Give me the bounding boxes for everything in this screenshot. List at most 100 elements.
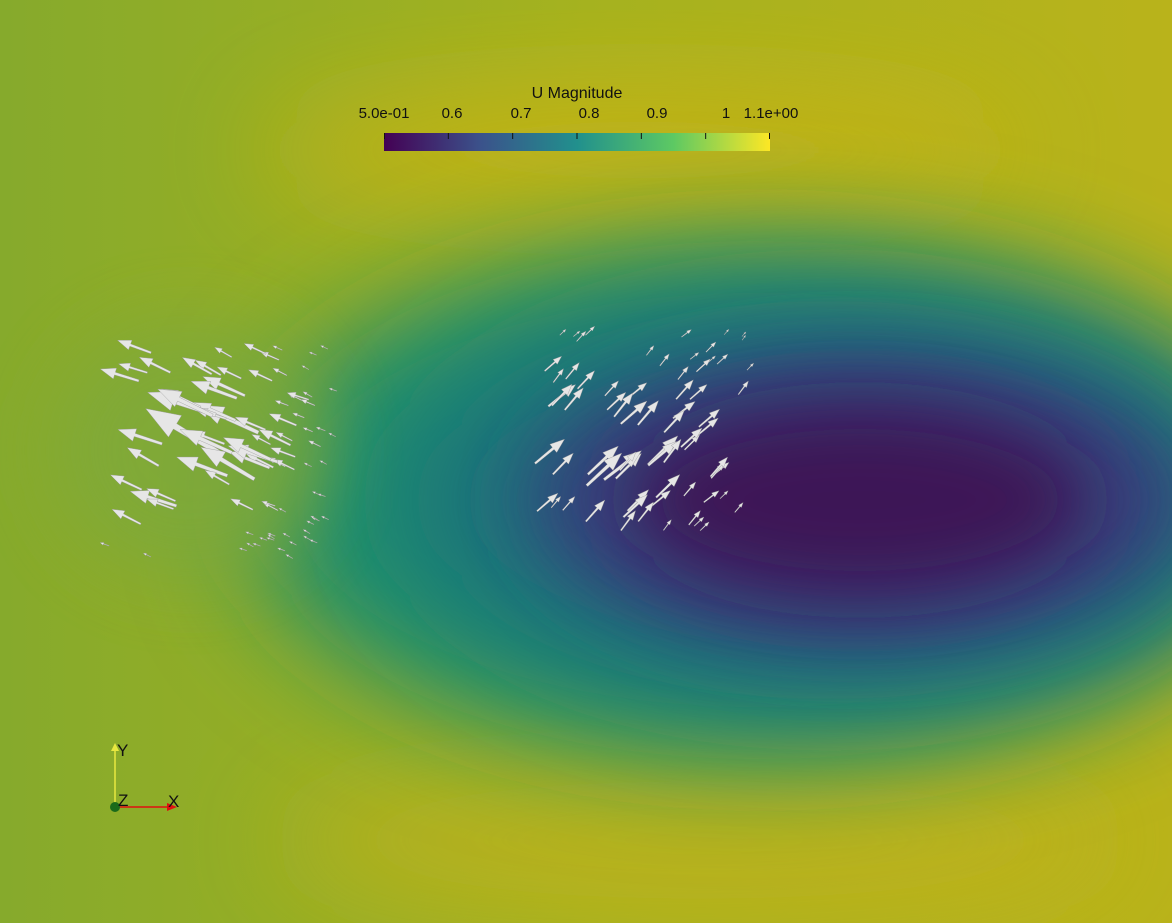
velocity-glyph xyxy=(243,343,267,355)
velocity-glyph xyxy=(659,353,670,367)
velocity-glyph xyxy=(145,488,177,503)
velocity-glyph xyxy=(689,384,708,401)
velocity-glyph xyxy=(229,498,254,511)
velocity-glyph xyxy=(645,345,655,356)
velocity-glyph xyxy=(562,496,576,511)
velocity-glyph xyxy=(275,432,293,442)
velocity-glyph xyxy=(544,355,563,372)
velocity-glyph xyxy=(675,379,694,400)
high-speed-band-bottom xyxy=(280,780,1120,900)
velocity-glyph xyxy=(99,542,110,547)
velocity-glyph xyxy=(604,380,619,397)
velocity-glyph xyxy=(585,499,606,523)
velocity-glyph xyxy=(300,399,316,407)
velocity-glyph xyxy=(278,507,287,513)
velocity-glyph xyxy=(216,366,242,380)
velocity-glyph xyxy=(689,352,700,360)
velocity-glyph xyxy=(319,345,329,350)
velocity-glyph xyxy=(244,531,254,536)
velocity-glyph xyxy=(637,501,654,523)
velocity-glyph xyxy=(585,452,623,487)
y-axis-label: Y xyxy=(117,741,129,760)
color-legend-tick: 5.0e-01 xyxy=(358,105,410,122)
velocity-glyph xyxy=(286,392,310,401)
velocity-glyph xyxy=(261,500,276,507)
velocity-glyph xyxy=(320,515,329,521)
velocity-glyph xyxy=(200,446,256,481)
velocity-glyph xyxy=(269,447,296,458)
velocity-glyph xyxy=(565,362,580,380)
velocity-glyph xyxy=(328,432,337,438)
velocity-glyph xyxy=(317,493,326,497)
velocity-glyph xyxy=(117,428,163,446)
velocity-glyph xyxy=(563,387,584,411)
velocity-glyph xyxy=(273,459,295,471)
velocity-glyph xyxy=(310,515,319,521)
velocity-glyph xyxy=(534,438,565,465)
velocity-glyph xyxy=(126,447,160,467)
velocity-glyph xyxy=(258,537,268,541)
velocity-glyph xyxy=(157,388,214,418)
velocity-glyph xyxy=(302,529,311,535)
color-legend-tick: 0.9 xyxy=(646,105,668,122)
velocity-glyph xyxy=(267,534,275,540)
velocity-glyph xyxy=(303,462,312,468)
velocity-glyph xyxy=(285,554,294,559)
velocity-glyph xyxy=(109,474,143,491)
velocity-glyph xyxy=(146,498,175,510)
velocity-glyph xyxy=(703,490,720,503)
velocity-glyph xyxy=(550,496,562,509)
velocity-glyph xyxy=(251,434,272,446)
velocity-glyph xyxy=(272,367,288,377)
velocity-glyph xyxy=(698,408,721,428)
velocity-glyph xyxy=(620,510,636,532)
velocity-glyph xyxy=(719,490,729,500)
velocity-glyph xyxy=(655,474,681,499)
velocity-glyph xyxy=(734,502,744,513)
velocity-glyph xyxy=(204,470,230,486)
color-legend-tick: 1.1e+00 xyxy=(743,105,799,122)
velocity-glyph xyxy=(585,325,596,336)
velocity-glyph xyxy=(315,427,326,432)
velocity-glyph xyxy=(319,460,328,465)
velocity-glyph xyxy=(699,521,710,532)
velocity-glyph xyxy=(693,516,705,527)
velocity-glyph xyxy=(662,519,672,531)
velocity-glyph xyxy=(677,366,689,381)
velocity-glyph xyxy=(222,437,272,462)
velocity-glyph xyxy=(619,451,637,472)
velocity-glyph xyxy=(214,346,233,358)
velocity-glyph xyxy=(302,391,313,398)
velocity-glyph xyxy=(683,434,701,451)
color-legend-title: U Magnitude xyxy=(531,85,623,102)
axes-triad xyxy=(110,743,177,812)
velocity-glyph xyxy=(709,456,728,478)
velocity-glyph xyxy=(741,334,747,341)
velocity-glyph xyxy=(576,330,587,342)
velocity-glyph xyxy=(234,416,267,431)
velocity-glyph xyxy=(328,388,338,392)
velocity-glyph xyxy=(552,452,574,476)
velocity-glyph xyxy=(238,547,248,552)
velocity-glyph xyxy=(272,345,283,351)
velocity-glyph xyxy=(258,429,292,447)
velocity-glyph xyxy=(606,392,627,411)
velocity-glyph xyxy=(282,532,291,538)
velocity-glyph xyxy=(190,381,238,400)
velocity-glyph xyxy=(117,362,148,374)
velocity-glyph xyxy=(681,329,692,338)
color-legend-bar xyxy=(384,133,770,151)
velocity-glyph xyxy=(683,481,697,497)
velocity-glyph xyxy=(99,367,140,383)
velocity-glyph xyxy=(551,383,573,407)
velocity-glyph xyxy=(741,331,747,337)
velocity-glyph xyxy=(552,368,564,383)
velocity-glyph xyxy=(276,547,286,552)
velocity-glyph xyxy=(309,539,318,544)
velocity-glyph xyxy=(723,328,730,336)
color-legend-tick: 0.8 xyxy=(578,105,600,122)
velocity-glyph xyxy=(705,341,717,353)
velocity-glyph xyxy=(573,330,581,337)
